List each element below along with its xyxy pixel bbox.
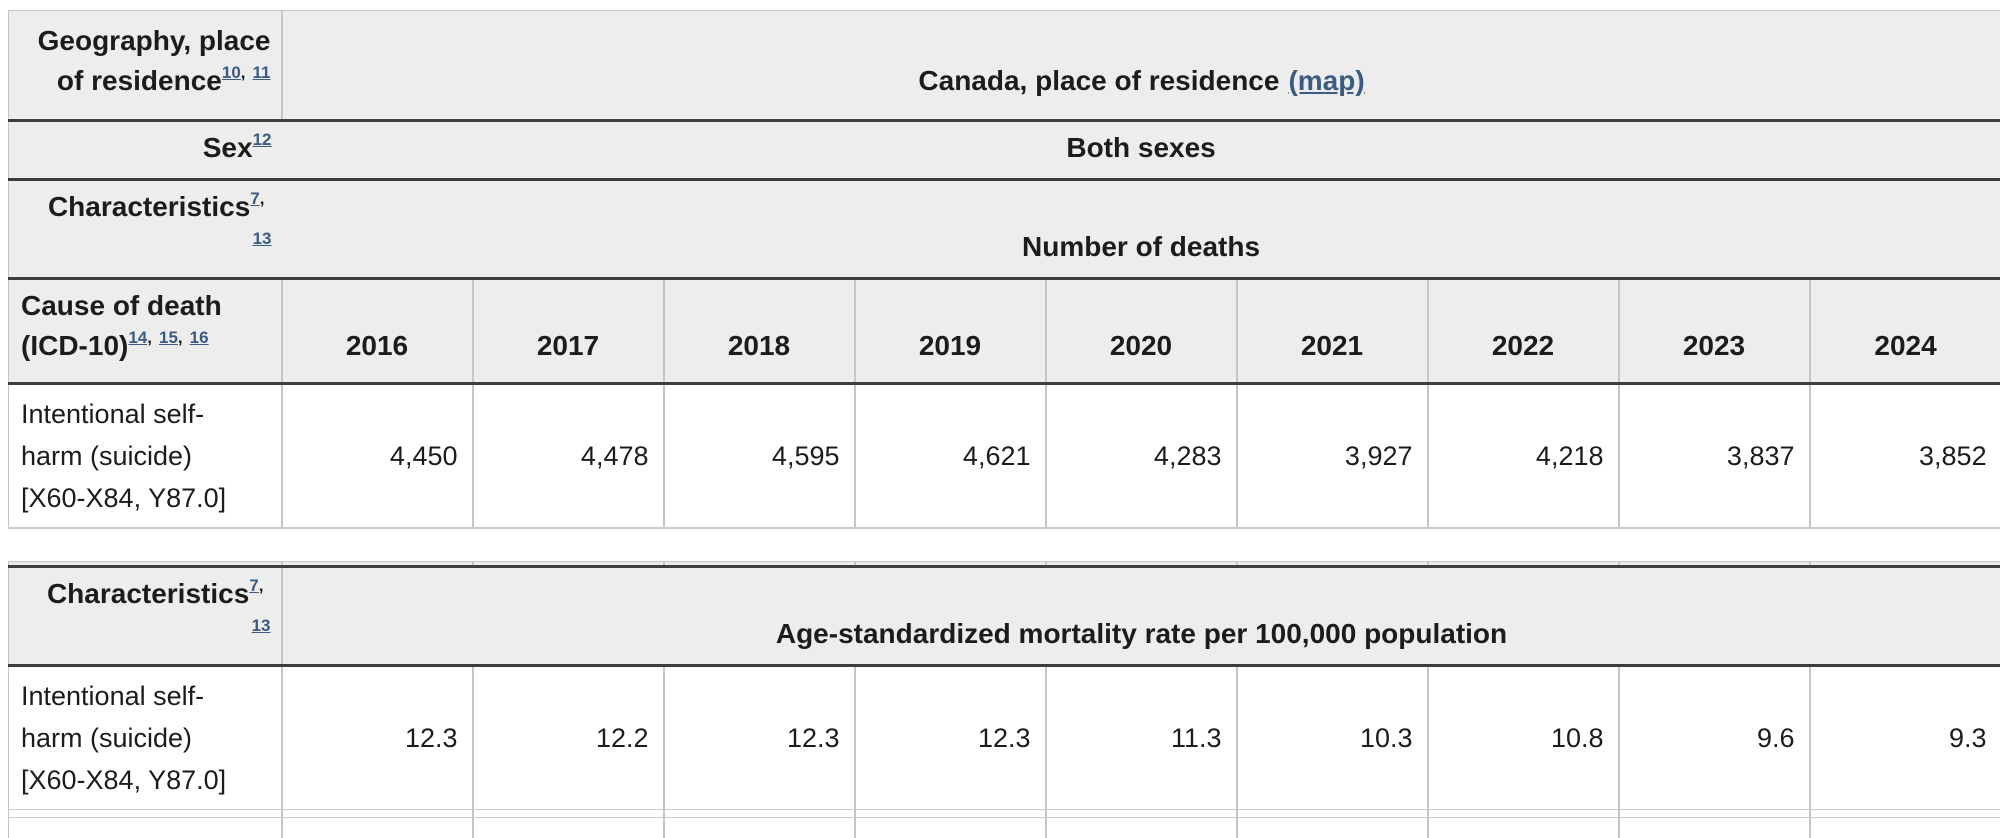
rate-value: 12.3: [282, 666, 473, 810]
year-header-row: Cause of death (ICD-10)14,15,16 2016 201…: [9, 279, 2000, 384]
cause-of-death-header-cell: Cause of death (ICD-10)14,15,16: [9, 279, 282, 384]
deaths-value: 4,621: [855, 384, 1046, 529]
characteristics-label: Characteristics: [48, 191, 250, 222]
sex-value: Both sexes: [1066, 132, 1215, 163]
deaths-value: 4,283: [1046, 384, 1237, 529]
year-header: 2021: [1237, 279, 1428, 384]
footnote-separator: ,: [260, 189, 265, 208]
characteristics-header-cell: Characteristics7, 13: [9, 180, 282, 279]
footnote-separator: ,: [241, 63, 246, 82]
characteristics-row-2: Characteristics7, 13 Age-standardized mo…: [9, 567, 2000, 666]
deaths-value: 3,837: [1619, 384, 1810, 529]
row-label-cell: Intentional self- harm (suicide) [X60-X8…: [9, 666, 282, 810]
sex-value-cell: Both sexes: [282, 121, 2000, 180]
sex-row: Sex12 Both sexes: [9, 121, 2000, 180]
footnote-15-link[interactable]: 15: [159, 328, 178, 347]
characteristics-row: Characteristics7, 13 Number of deaths: [9, 180, 2000, 279]
footnote-separator: ,: [147, 328, 152, 347]
year-header: 2019: [855, 279, 1046, 384]
table-gap: [8, 529, 2000, 561]
map-link[interactable]: (map): [1288, 65, 1364, 96]
footnote-16-link[interactable]: 16: [190, 328, 209, 347]
geography-row: Geography, place of residence10,11 Canad…: [9, 11, 2000, 121]
clipped-row-bottom: [9, 810, 2000, 818]
deaths-value: 4,595: [664, 384, 855, 529]
footnote-7-link[interactable]: 7: [250, 189, 259, 208]
footnote-11-link[interactable]: 11: [253, 63, 271, 82]
deaths-value: 4,218: [1428, 384, 1619, 529]
characteristics-label-2: Characteristics: [47, 578, 249, 609]
number-of-deaths-table: Geography, place of residence10,11 Canad…: [8, 10, 2000, 529]
cause-of-death-label-line2: (ICD-10): [21, 330, 128, 361]
rate-value: 10.3: [1237, 666, 1428, 810]
mortality-rate-table: Characteristics7, 13 Age-standardized mo…: [8, 561, 2000, 838]
deaths-value: 3,927: [1237, 384, 1428, 529]
year-header: 2018: [664, 279, 855, 384]
year-header: 2016: [282, 279, 473, 384]
rate-value: 9.6: [1619, 666, 1810, 810]
clipped-row-bottom: [9, 818, 2000, 838]
row-label-cell: Intentional self- harm (suicide) [X60-X8…: [9, 384, 282, 529]
row-label-line2: harm (suicide): [21, 435, 275, 477]
year-header: 2023: [1619, 279, 1810, 384]
characteristics-header-cell-2: Characteristics7, 13: [9, 567, 282, 666]
sex-header-cell: Sex12: [9, 121, 282, 180]
characteristics-value-cell-2: Age-standardized mortality rate per 100,…: [282, 567, 2000, 666]
footnote-12-link[interactable]: 12: [253, 130, 272, 149]
rate-value: 11.3: [1046, 666, 1237, 810]
rate-value: 12.2: [473, 666, 664, 810]
geography-value: Canada, place of residence: [918, 65, 1279, 96]
rate-value: 10.8: [1428, 666, 1619, 810]
characteristics-value: Number of deaths: [1022, 231, 1260, 262]
footnote-13-link[interactable]: 13: [252, 616, 271, 635]
sex-label: Sex: [203, 132, 253, 163]
year-header: 2020: [1046, 279, 1237, 384]
year-header: 2017: [473, 279, 664, 384]
row-label-line2: harm (suicide): [21, 717, 275, 759]
deaths-value: 4,450: [282, 384, 473, 529]
row-label-line1: Intentional self-: [21, 675, 275, 717]
rate-value: 12.3: [664, 666, 855, 810]
rate-value: 12.3: [855, 666, 1046, 810]
footnote-10-link[interactable]: 10: [222, 63, 241, 82]
table-row-rate: Intentional self- harm (suicide) [X60-X8…: [9, 666, 2000, 810]
table-row-deaths: Intentional self- harm (suicide) [X60-X8…: [9, 384, 2000, 529]
rate-value: 9.3: [1810, 666, 2000, 810]
row-label-line3: [X60-X84, Y87.0]: [21, 477, 275, 519]
deaths-value: 3,852: [1810, 384, 2000, 529]
geography-value-cell: Canada, place of residence (map): [282, 11, 2000, 121]
characteristics-value-2: Age-standardized mortality rate per 100,…: [776, 618, 1507, 649]
footnote-separator: ,: [259, 576, 264, 595]
deaths-value: 4,478: [473, 384, 664, 529]
characteristics-value-cell: Number of deaths: [282, 180, 2000, 279]
geography-header-cell: Geography, place of residence10,11: [9, 11, 282, 121]
footnote-13-link[interactable]: 13: [253, 229, 272, 248]
footnote-7-link[interactable]: 7: [249, 576, 258, 595]
cause-of-death-label-line1: Cause of death: [21, 286, 275, 326]
footnote-separator: ,: [178, 328, 183, 347]
year-header: 2022: [1428, 279, 1619, 384]
row-label-line1: Intentional self-: [21, 393, 275, 435]
row-label-line3: [X60-X84, Y87.0]: [21, 759, 275, 801]
year-header: 2024: [1810, 279, 2000, 384]
footnote-14-link[interactable]: 14: [128, 328, 147, 347]
